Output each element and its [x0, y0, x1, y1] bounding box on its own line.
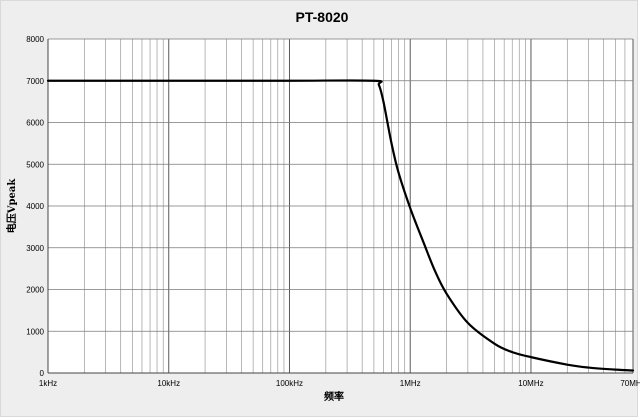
chart-title: PT-8020 [296, 9, 349, 25]
grid-layer [47, 38, 634, 374]
x-tick-label: 10kHz [157, 379, 180, 388]
y-tick-label: 4000 [26, 202, 44, 211]
x-axis-label: 频率 [324, 390, 344, 403]
series-layer [46, 79, 635, 372]
y-tick-label: 2000 [26, 286, 44, 295]
y-tick-label: 3000 [26, 244, 44, 253]
x-tick-label: 100kHz [276, 379, 303, 388]
x-tick-label: 1MHz [400, 379, 421, 388]
x-tick-label: 1kHz [39, 379, 57, 388]
y-tick-label: 7000 [26, 77, 44, 86]
series-line [46, 79, 635, 372]
tick-layer: 0 1000 2000 3000 4000 5000 6000 7000 8000 1kHz 10k… [26, 35, 640, 388]
y-tick-label: 1000 [26, 327, 44, 336]
y-axis-label: 电压Vpeak [5, 178, 18, 234]
y-tick-label: 5000 [26, 160, 44, 169]
y-tick-label: 8000 [26, 35, 44, 44]
x-tick-label: 10MHz [518, 379, 543, 388]
x-tick-label: 70MHz [620, 379, 640, 388]
y-tick-label: 0 [40, 369, 45, 378]
y-tick-label: 6000 [26, 119, 44, 128]
